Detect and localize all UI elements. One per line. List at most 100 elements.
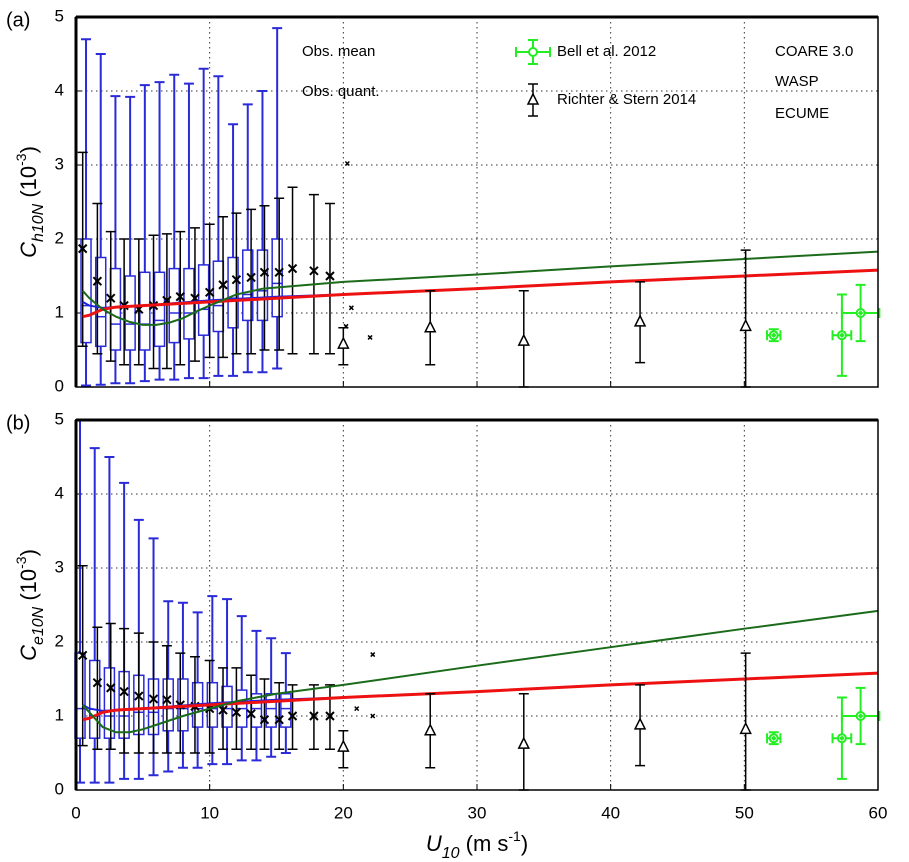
error-bar [119, 627, 130, 754]
y-tick-label: 3 [55, 154, 64, 173]
error-bar [133, 632, 144, 754]
error-bar [77, 151, 88, 348]
axis-label: Ce10N (10-3) [13, 549, 47, 661]
error-point [831, 696, 853, 780]
legend-label: Bell et al. 2012 [557, 43, 656, 60]
x-tick-label: 0 [71, 803, 80, 822]
error-bar-line [246, 674, 257, 751]
marker-x [259, 267, 270, 278]
box [88, 659, 101, 739]
legend-label: Obs. quant. [302, 83, 380, 100]
marker-x [218, 705, 228, 715]
x-tick-label: 10 [200, 803, 219, 822]
label-part: 10 [442, 845, 460, 862]
marker-x [119, 686, 129, 697]
marker-x [274, 714, 284, 725]
marker-x [92, 677, 103, 688]
box [124, 275, 136, 351]
label-part: h10N [30, 203, 47, 242]
marker-x [106, 683, 116, 693]
error-bar [259, 204, 270, 351]
error-bar [246, 208, 257, 355]
box [271, 238, 283, 318]
line [82, 671, 879, 722]
marker-x [77, 243, 88, 254]
error-bar [77, 565, 88, 747]
label-part: (m s [460, 831, 509, 856]
marker-x [246, 272, 256, 283]
error-bar [517, 290, 530, 388]
error-bar [148, 641, 159, 754]
y-tick-label: 2 [55, 631, 64, 650]
point [348, 305, 354, 311]
error-bar-line [740, 652, 751, 791]
label-part: ) [16, 146, 41, 153]
error-bar [739, 249, 752, 388]
marker-x [231, 274, 242, 285]
panel: 0 1 2 3 4 5 (a) Ch10N (10-3) Obs. quant. Obs. mea… [6, 6, 881, 395]
box-whisker [228, 123, 239, 377]
error-bar [204, 223, 215, 359]
marker-x [175, 292, 185, 302]
error-bar-line [231, 667, 242, 751]
box [162, 678, 174, 732]
error-bar-line [204, 659, 215, 754]
error-bar-line [148, 641, 159, 754]
y-tick-label: 0 [55, 376, 64, 395]
marker-diamond [839, 332, 845, 339]
error-bar-line [92, 202, 103, 355]
error-bar-line [119, 238, 130, 366]
marker-triangle [517, 736, 530, 749]
error-bar-line [105, 622, 116, 751]
label-part: (10 [16, 569, 41, 607]
legend-label: Obs. mean [302, 43, 375, 60]
line [81, 609, 879, 734]
marker-triangle [424, 320, 437, 333]
legend-marker [515, 39, 551, 65]
error-bar [218, 216, 229, 359]
y-tick-label: 1 [55, 705, 64, 724]
legend-label: Richter & Stern 2014 [557, 91, 696, 108]
y-tick-label: 2 [55, 228, 64, 247]
error-bar-line [105, 230, 116, 362]
error-bar [324, 202, 335, 355]
error-bar-line [246, 208, 257, 355]
label-part: -3 [13, 556, 29, 569]
error-bar [259, 678, 270, 751]
error-bar [324, 684, 335, 751]
point [370, 713, 376, 719]
error-bar-line [231, 212, 242, 355]
label-part: C [16, 645, 41, 661]
marker-diamond [857, 310, 864, 316]
box-whisker [222, 598, 233, 766]
marker-diamond [857, 713, 864, 719]
marker-x [148, 694, 159, 704]
marker-triangle [337, 739, 350, 752]
marker-x [325, 711, 335, 721]
marker-triangle [633, 314, 647, 327]
box [80, 238, 92, 344]
label-part: C [16, 242, 41, 258]
error-bar [424, 693, 437, 769]
marker-x [325, 271, 335, 281]
error-bar [92, 202, 103, 355]
error-bar-line [218, 216, 229, 359]
box [153, 271, 166, 348]
error-bar-line [189, 227, 200, 362]
error-bar-line [259, 678, 270, 751]
marker-triangle [337, 336, 350, 349]
error-bar [633, 281, 647, 364]
error-bar [231, 667, 242, 751]
marker-x [274, 267, 284, 278]
y-tick-label: 5 [55, 6, 64, 25]
marker-x [92, 276, 103, 286]
error-bar [105, 622, 116, 751]
label-part: U [426, 831, 442, 856]
error-bar-line [175, 230, 186, 366]
y-tick-label: 1 [55, 302, 64, 321]
error-point [840, 283, 881, 343]
error-bar-line [133, 632, 144, 754]
error-bar-line [308, 193, 319, 355]
error-bar-line [287, 186, 298, 355]
